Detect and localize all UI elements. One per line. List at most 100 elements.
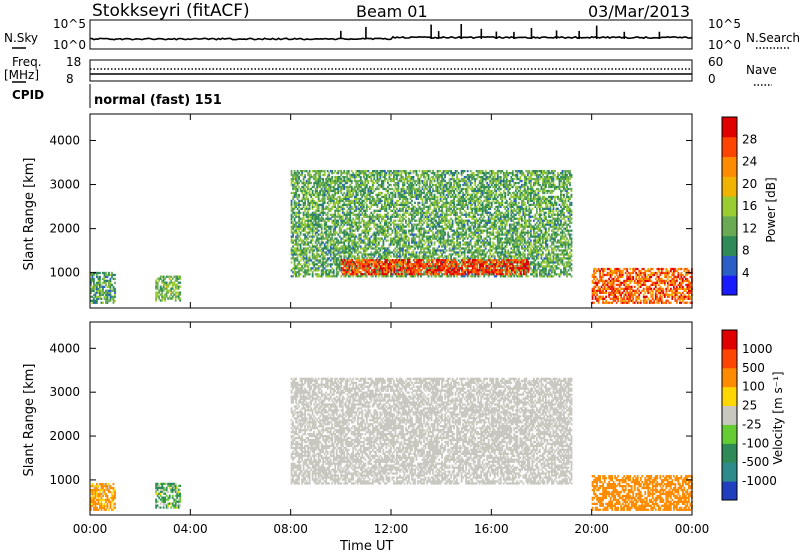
- power-echo-cell: [376, 231, 379, 234]
- power-echo-cell: [335, 247, 338, 250]
- power-echo-cell: [340, 199, 343, 203]
- power-echo-cell: [292, 253, 294, 256]
- power-echo-cell: [332, 275, 335, 278]
- power-echo-cell: [176, 277, 179, 280]
- power-echo-cell: [459, 189, 462, 193]
- power-echo-cell: [386, 257, 389, 260]
- power-echo-cell: [326, 241, 329, 244]
- power-echo-cell: [393, 169, 395, 173]
- power-echo-cell: [353, 233, 356, 236]
- power-echo-cell: [295, 247, 297, 250]
- power-echo-cell: [433, 233, 436, 236]
- power-echo-cell: [379, 169, 382, 173]
- power-echo-cell: [344, 179, 347, 183]
- power-echo-cell: [314, 257, 317, 260]
- power-echo-cell: [433, 223, 436, 226]
- power-echo-cell: [483, 225, 486, 228]
- power-echo-cell: [308, 173, 311, 177]
- power-echo-cell: [483, 187, 486, 191]
- power-echo-cell: [474, 241, 477, 244]
- power-echo-cell: [486, 199, 489, 203]
- power-echo-cell: [406, 179, 409, 183]
- power-echo-cell: [418, 257, 421, 260]
- power-echo-cell: [332, 193, 335, 197]
- power-echo-cell: [332, 221, 335, 224]
- power-echo-cell: [295, 225, 297, 228]
- power-echo-cell: [114, 299, 116, 302]
- power-echo-cell: [477, 229, 480, 232]
- power-echo-cell: [480, 177, 483, 181]
- power-echo-cell: [165, 281, 168, 284]
- power-echo-cell: [295, 223, 297, 226]
- power-echo-cell: [322, 173, 325, 177]
- power-echo-cell: [305, 269, 308, 272]
- power-echo-cell: [462, 247, 465, 250]
- power-echo-cell: [418, 217, 421, 220]
- power-echo-cell: [370, 175, 373, 179]
- power-echo-cell: [304, 187, 307, 191]
- power-echo-cell: [359, 241, 362, 244]
- power-echo-cell: [161, 275, 164, 278]
- power-echo-cell: [361, 171, 364, 175]
- power-echo-cell: [316, 235, 319, 238]
- power-echo-cell: [486, 243, 489, 246]
- power-echo-cell: [432, 235, 434, 238]
- power-echo-cell: [463, 187, 466, 191]
- power-echo-cell: [436, 185, 439, 189]
- power-echo-cell: [448, 203, 451, 207]
- power-echo-cell: [347, 187, 350, 191]
- power-echo-cell: [329, 255, 332, 258]
- power-echo-cell: [420, 219, 422, 222]
- power-echo-cell: [377, 275, 380, 278]
- power-echo-cell: [325, 271, 328, 274]
- power-echo-cell: [349, 189, 352, 193]
- power-echo-cell: [478, 249, 481, 252]
- power-echo-cell: [329, 199, 332, 203]
- power-echo-cell: [436, 203, 439, 207]
- power-echo-cell: [326, 273, 329, 276]
- power-echo-cell: [435, 173, 437, 177]
- power-echo-cell: [397, 173, 400, 177]
- power-echo-cell: [314, 241, 317, 244]
- power-echo-cell: [397, 247, 400, 250]
- power-echo-cell: [432, 183, 434, 187]
- power-echo-cell: [362, 253, 365, 256]
- power-echo-cell: [358, 209, 361, 212]
- power-echo-cell: [397, 171, 400, 175]
- power-echo-cell: [359, 233, 362, 236]
- power-echo-cell: [332, 179, 335, 183]
- power-echo-cell: [420, 209, 422, 212]
- power-echo-cell: [403, 275, 406, 278]
- power-echo-cell: [427, 175, 430, 179]
- power-echo-cell: [373, 237, 376, 240]
- power-echo-cell: [444, 227, 446, 230]
- power-echo-cell: [456, 195, 459, 199]
- power-echo-cell: [90, 277, 92, 281]
- power-echo-cell: [379, 239, 382, 242]
- power-echo-cell: [432, 177, 434, 181]
- power-echo-cell: [326, 201, 329, 205]
- power-echo-cell: [409, 229, 412, 232]
- power-echo-cell: [465, 179, 468, 183]
- power-echo-cell: [397, 265, 400, 268]
- power-echo-cell: [457, 219, 460, 222]
- power-echo-cell: [368, 271, 371, 274]
- power-echo-cell: [373, 175, 376, 179]
- power-echo-cell: [329, 197, 332, 201]
- power-echo-cell: [307, 179, 310, 183]
- power-echo-cell: [317, 233, 320, 236]
- power-echo-cell: [445, 245, 448, 248]
- power-echo-cell: [481, 205, 484, 208]
- power-echo-cell: [365, 193, 368, 197]
- power-echo-cell: [343, 247, 346, 250]
- power-echo-cell: [409, 211, 412, 214]
- power-echo-cell: [471, 197, 474, 201]
- power-echo-cell: [310, 235, 313, 238]
- power-echo-cell: [320, 237, 323, 240]
- power-echo-cell: [349, 183, 352, 187]
- power-echo-cell: [436, 171, 439, 175]
- power-echo-cell: [475, 219, 478, 222]
- power-echo-cell: [299, 207, 302, 210]
- power-echo-cell: [388, 233, 391, 236]
- power-echo-cell: [314, 169, 317, 173]
